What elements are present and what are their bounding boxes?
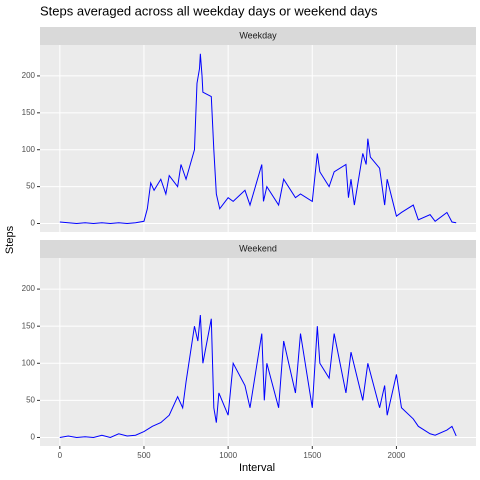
y-tick-label: 100	[22, 358, 36, 367]
chart-title: Steps averaged across all weekday days o…	[40, 3, 378, 18]
x-tick-label: 1500	[303, 451, 321, 460]
x-tick-label: 500	[137, 451, 151, 460]
data-line	[59, 53, 457, 225]
y-tick-label: 100	[22, 145, 36, 154]
y-tick-label: 200	[22, 284, 36, 293]
y-axis-label: Steps	[4, 225, 16, 254]
y-tick-label: 50	[26, 182, 35, 191]
y-tick-label: 200	[22, 71, 36, 80]
y-tick-label: 150	[22, 321, 36, 330]
data-line	[59, 315, 457, 438]
strip-label: Weekend	[239, 243, 277, 253]
y-tick-label: 50	[26, 395, 35, 404]
y-tick-label: 150	[22, 108, 36, 117]
panel-background	[40, 258, 476, 446]
panel-background	[40, 45, 476, 232]
strip-label: Weekday	[239, 30, 277, 40]
x-tick-label: 1000	[219, 451, 237, 460]
y-tick-label: 0	[31, 219, 36, 228]
strip	[40, 27, 476, 45]
strip	[40, 240, 476, 258]
x-tick-label: 2000	[388, 451, 406, 460]
y-tick-label: 0	[31, 433, 36, 442]
x-tick-label: 0	[58, 451, 63, 460]
x-axis-label: Interval	[239, 462, 275, 474]
